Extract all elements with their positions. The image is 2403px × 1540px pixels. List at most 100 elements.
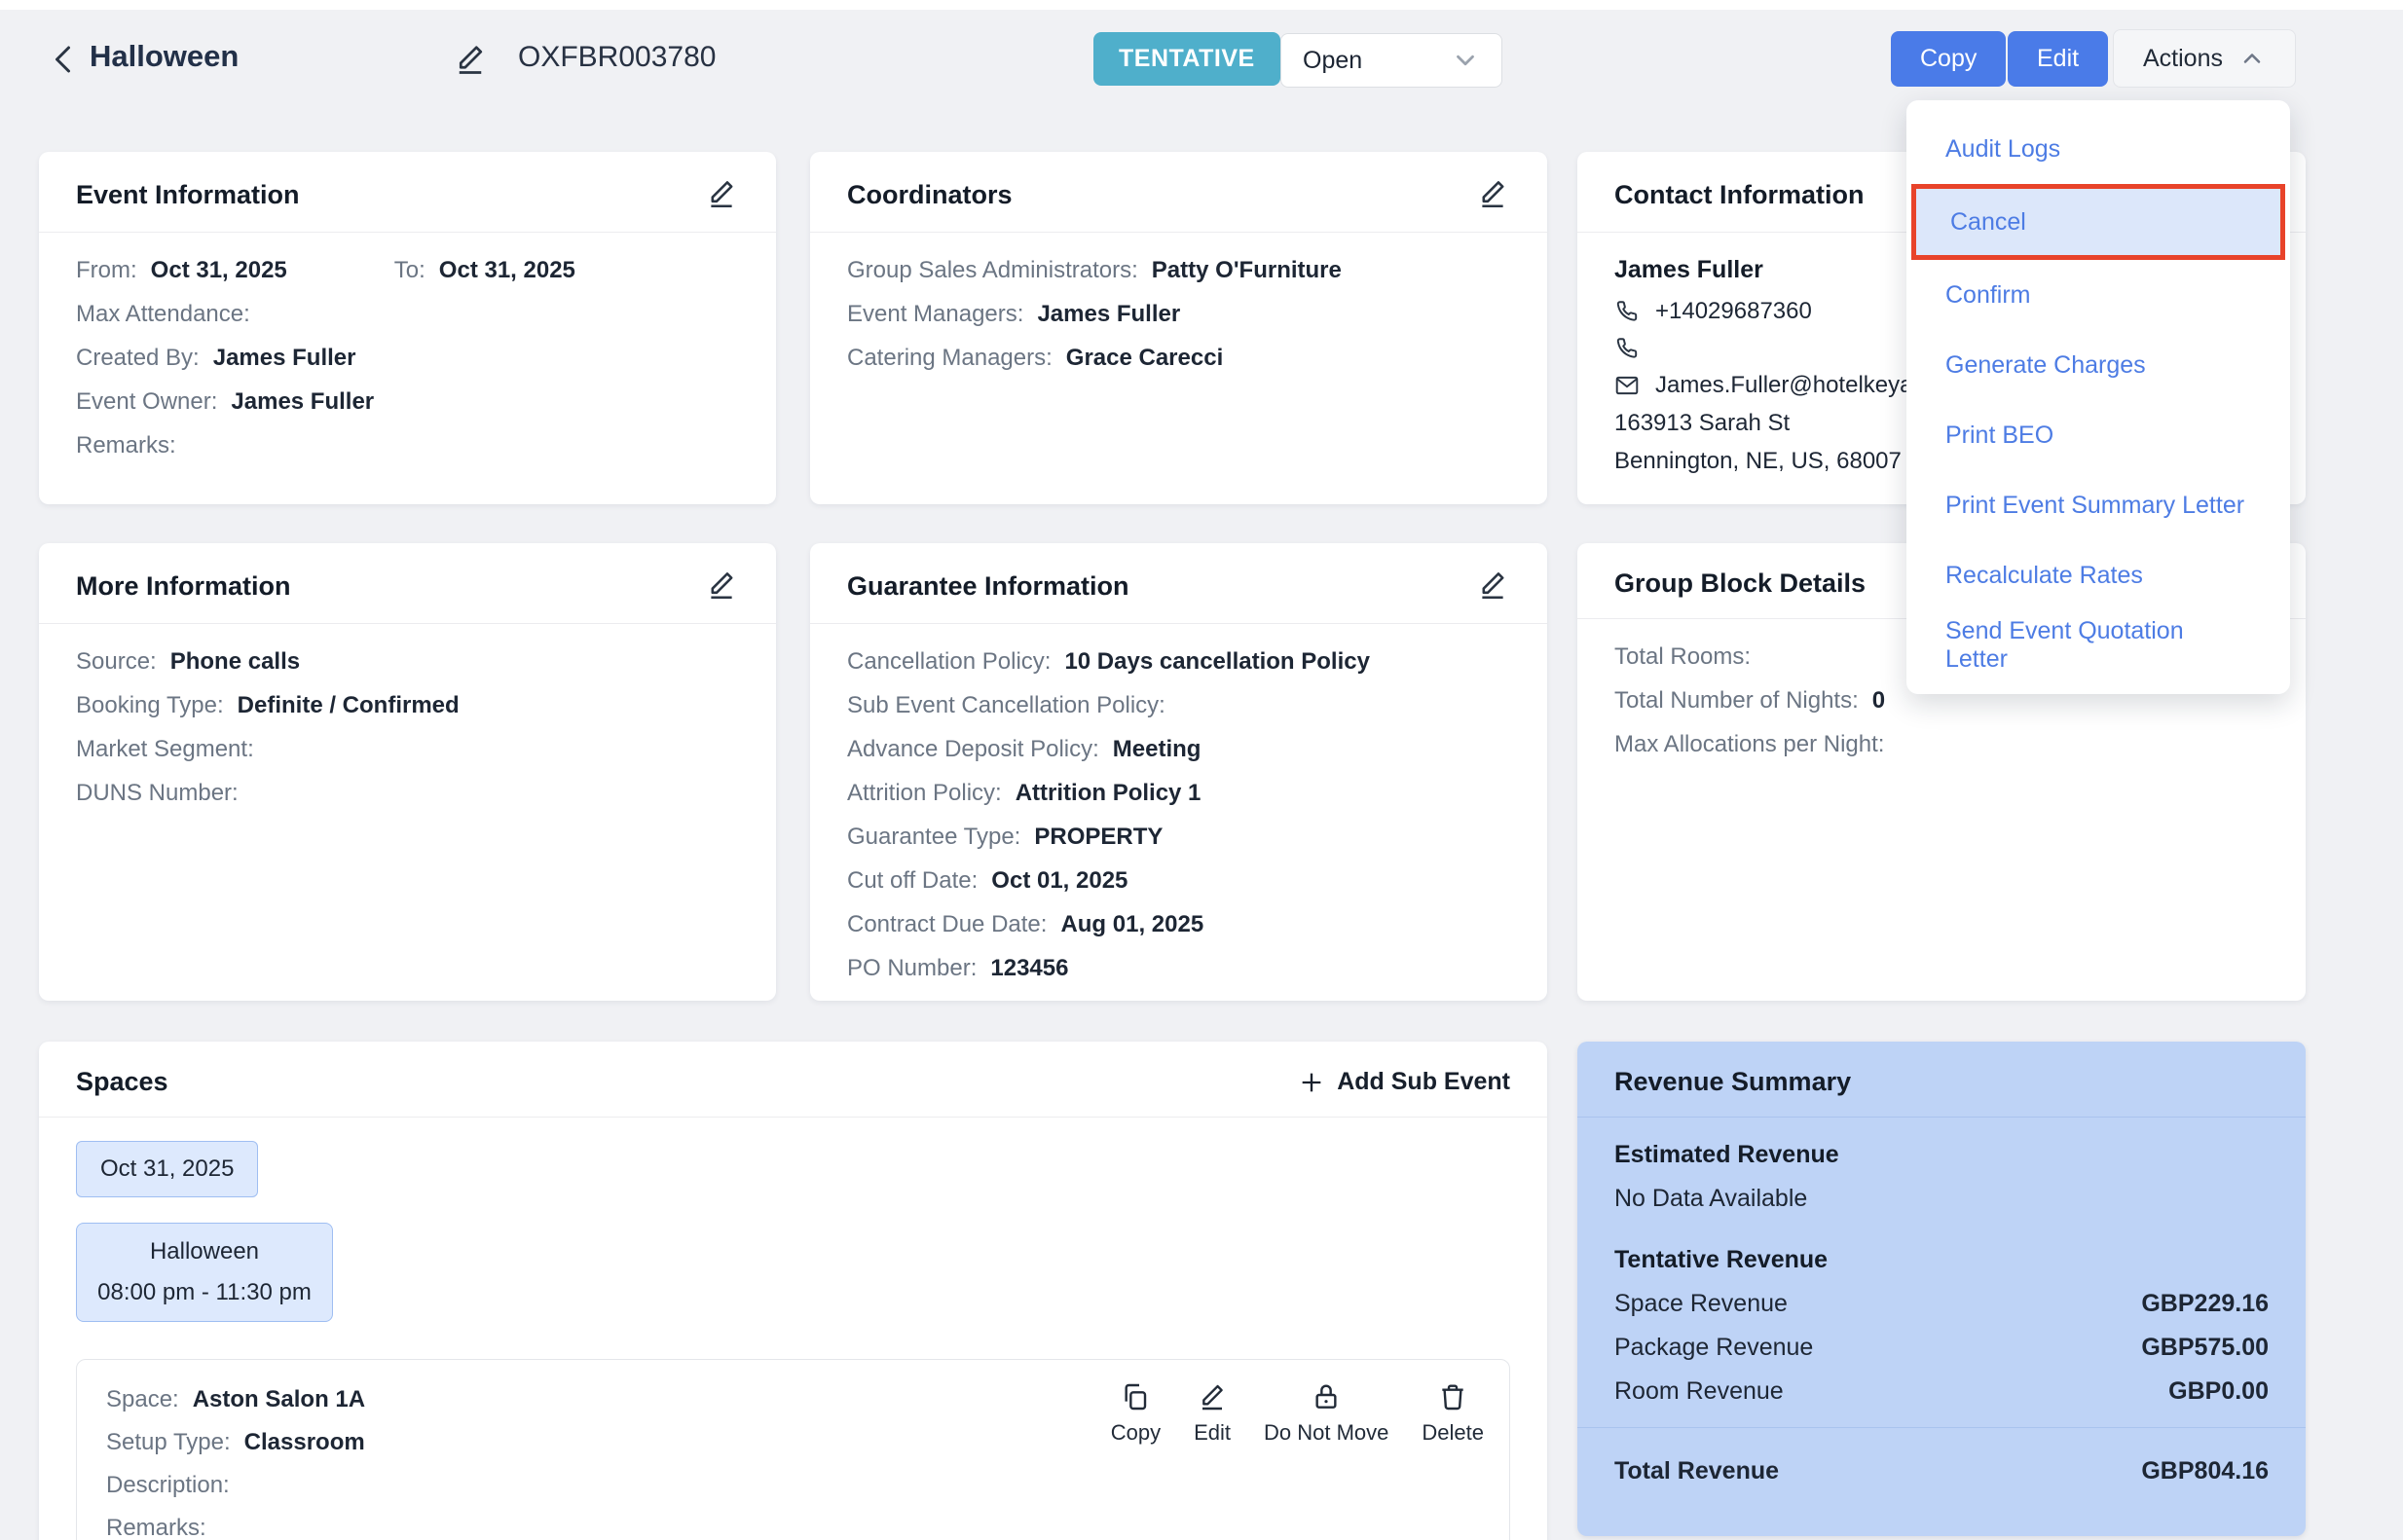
lock-icon: [1315, 1384, 1337, 1409]
field-label: Advance Deposit Policy:: [847, 736, 1099, 762]
total-revenue-label: Total Revenue: [1614, 1457, 1780, 1485]
field-row: Market Segment:: [76, 735, 739, 764]
card-title: Event Information: [76, 179, 300, 209]
open-status-value: Open: [1303, 46, 1363, 74]
field-label: Booking Type:: [76, 692, 224, 718]
card-title: Group Block Details: [1614, 568, 1867, 598]
contact-address-line1: 163913 Sarah St: [1614, 410, 2269, 437]
field-row: Cut off Date: Oct 01, 2025: [847, 866, 1510, 896]
field-value: Meeting: [1112, 736, 1202, 762]
field-value: James Fuller: [1037, 301, 1181, 327]
field-label: Created By:: [76, 345, 200, 371]
menu-item-confirm[interactable]: Confirm: [1906, 260, 2290, 330]
contact-name: James Fuller: [1614, 256, 1763, 283]
field-value: Grace Carecci: [1065, 345, 1224, 371]
field-row: PO Number: 123456: [847, 954, 1510, 983]
field-row: Attrition Policy: Attrition Policy 1: [847, 779, 1510, 808]
menu-item-audit-logs[interactable]: Audit Logs: [1906, 114, 2290, 184]
field-label: Space:: [106, 1386, 179, 1412]
field-label: Max Allocations per Night:: [1614, 731, 1885, 757]
space-do-not-move-button[interactable]: Do Not Move: [1264, 1381, 1388, 1446]
menu-item-recalculate-rates[interactable]: Recalculate Rates: [1906, 540, 2290, 610]
field-label: Sub Event Cancellation Policy:: [847, 692, 1165, 718]
phone-icon: [1616, 338, 1638, 358]
field-row: Contract Due Date: Aug 01, 2025: [847, 910, 1510, 939]
field-label: From:: [76, 257, 137, 283]
field-value: James Fuller: [231, 388, 375, 415]
field-row: Event Managers: James Fuller: [847, 300, 1510, 329]
field-label: Cut off Date:: [847, 867, 979, 894]
space-delete-button[interactable]: Delete: [1422, 1381, 1484, 1446]
chevron-down-icon: [1457, 55, 1474, 66]
menu-item-send-event-quotation-letter[interactable]: Send Event Quotation Letter: [1906, 610, 2290, 680]
field-label: Setup Type:: [106, 1429, 231, 1455]
edit-more-information-button[interactable]: [704, 568, 739, 604]
pencil-icon: [1201, 1384, 1224, 1411]
field-row: Cancellation Policy: 10 Days cancellation…: [847, 647, 1510, 677]
actions-button[interactable]: Actions: [2113, 29, 2296, 88]
add-sub-event-button[interactable]: Add Sub Event: [1298, 1068, 1510, 1096]
edit-event-name-button[interactable]: [451, 41, 490, 80]
field-label: To:: [393, 257, 425, 283]
field-row: Space: Aston Salon 1A: [106, 1385, 1480, 1414]
field-label: Remarks:: [76, 432, 176, 458]
sub-event-time: 08:00 pm - 11:30 pm: [97, 1279, 312, 1305]
edit-coordinators-button[interactable]: [1475, 177, 1510, 212]
field-label: Cancellation Policy:: [847, 648, 1052, 675]
field-label: Group Sales Administrators:: [847, 257, 1138, 283]
field-label: Catering Managers:: [847, 345, 1053, 371]
field-row: Remarks:: [106, 1514, 1480, 1540]
sub-event-chip[interactable]: Halloween 08:00 pm - 11:30 pm: [76, 1223, 333, 1322]
tentative-revenue-heading: Tentative Revenue: [1614, 1246, 1829, 1273]
field-row: Group Sales Administrators: Patty O'Furni…: [847, 256, 1510, 285]
field-row: Total Number of Nights: 0: [1614, 686, 2269, 715]
revenue-label: Package Revenue: [1614, 1334, 1814, 1361]
edit-event-information-button[interactable]: [704, 177, 739, 212]
field-label: Max Attendance:: [76, 301, 250, 327]
field-row: Max Allocations per Night:: [1614, 730, 2269, 759]
field-row: Event Owner: James Fuller: [76, 387, 739, 417]
card-title: Revenue Summary: [1614, 1067, 1852, 1096]
back-button[interactable]: [45, 41, 84, 80]
field-value: James Fuller: [212, 345, 356, 371]
field-label: Source:: [76, 648, 157, 675]
menu-item-print-event-summary-letter[interactable]: Print Event Summary Letter: [1906, 470, 2290, 540]
field-row: Created By: James Fuller: [76, 344, 739, 373]
phone-icon: [1616, 301, 1638, 321]
guarantee-information-card: Guarantee Information Cancellation Polic…: [810, 543, 1547, 1001]
menu-item-cancel-highlight[interactable]: Cancel: [1911, 184, 2285, 260]
actions-dropdown-menu: Audit Logs Cancel Confirm Generate Charg…: [1906, 100, 2290, 694]
field-value: Attrition Policy 1: [1015, 780, 1202, 806]
card-title: Coordinators: [847, 179, 1013, 209]
menu-item-generate-charges[interactable]: Generate Charges: [1906, 330, 2290, 400]
copy-button[interactable]: Copy: [1891, 31, 2007, 87]
field-value: Aston Salon 1A: [192, 1386, 366, 1412]
field-value: 10 Days cancellation Policy: [1064, 648, 1370, 675]
open-status-select[interactable]: Open: [1280, 33, 1502, 88]
menu-item-cancel[interactable]: Cancel: [1950, 207, 2026, 236]
address-text: Bennington, NE, US, 68007: [1614, 448, 1902, 474]
space-edit-button[interactable]: Edit: [1194, 1381, 1231, 1446]
edit-guarantee-information-button[interactable]: [1475, 568, 1510, 604]
field-row: Booking Type: Definite / Confirmed: [76, 691, 739, 720]
contact-email: James.Fuller@hotelkeyap: [1655, 372, 1926, 398]
contact-address-line2: Bennington, NE, US, 68007: [1614, 448, 2269, 475]
field-label: Description:: [106, 1472, 230, 1498]
revenue-value: GBP575.00: [2141, 1334, 2269, 1361]
actions-button-label: Actions: [2143, 44, 2223, 72]
coordinators-card: Coordinators Group Sales Administrators:…: [810, 152, 1547, 504]
event-id: OXFBR003780: [518, 41, 717, 73]
estimated-revenue-heading: Estimated Revenue: [1614, 1141, 1839, 1168]
space-copy-button[interactable]: Copy: [1111, 1381, 1161, 1446]
space-action-label: Copy: [1110, 1420, 1162, 1445]
field-label: DUNS Number:: [76, 780, 239, 806]
space-detail-row: Space: Aston Salon 1A Setup Type: Classroo…: [76, 1359, 1510, 1540]
date-chip[interactable]: Oct 31, 2025: [76, 1141, 259, 1197]
menu-item-print-beo[interactable]: Print BEO: [1906, 400, 2290, 470]
edit-button[interactable]: Edit: [2008, 31, 2109, 87]
space-action-label: Do Not Move: [1264, 1420, 1389, 1445]
field-label: PO Number:: [847, 955, 978, 981]
field-row: Catering Managers: Grace Carecci: [847, 344, 1510, 373]
field-row: DUNS Number:: [76, 779, 739, 808]
